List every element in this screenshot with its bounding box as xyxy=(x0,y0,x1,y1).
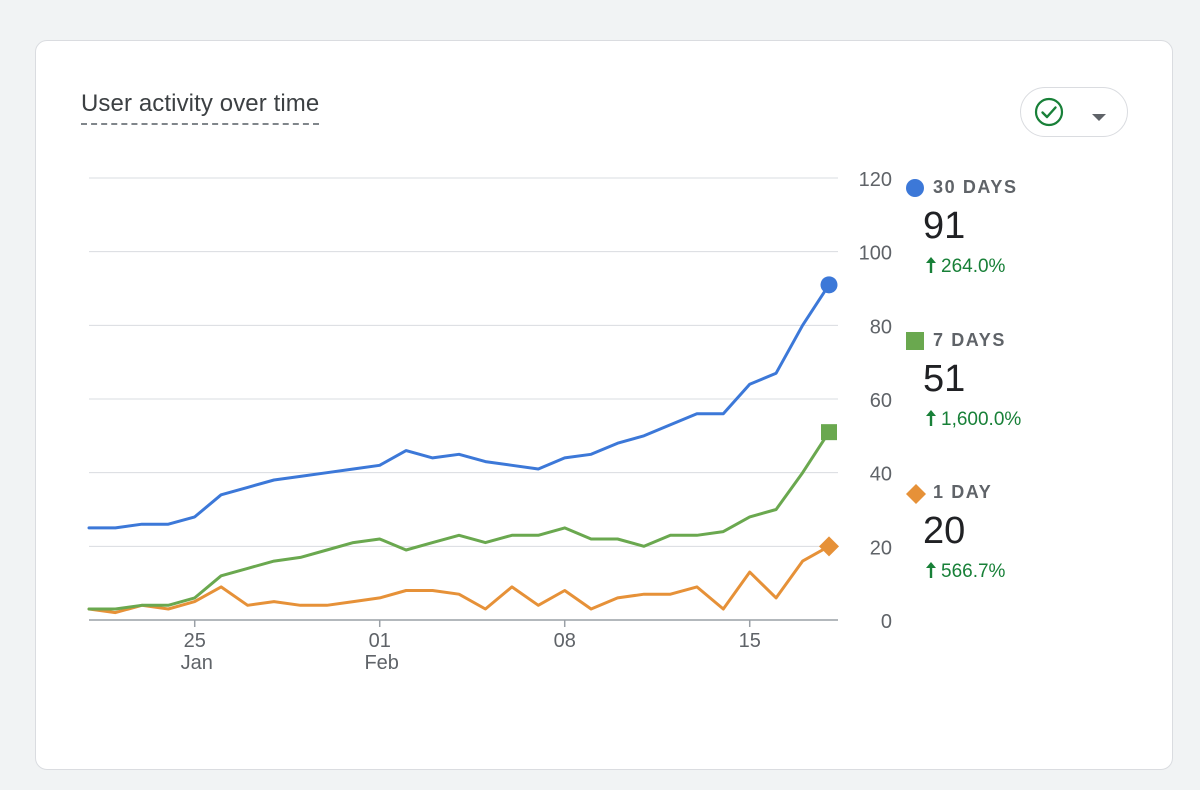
legend-change: 1,600.0% xyxy=(925,409,1021,431)
legend-item-1d: 1 DAY 20 566.7% xyxy=(905,481,1125,582)
legend-label: 1 DAY xyxy=(933,482,993,502)
legend-item-7d: 7 DAYS 51 1,600.0% xyxy=(905,329,1125,430)
card-title[interactable]: User activity over time xyxy=(81,89,320,125)
legend-value: 20 xyxy=(923,510,966,552)
legend-value: 91 xyxy=(923,205,966,247)
legend-value: 51 xyxy=(923,358,966,400)
x-tick-month-label: Feb xyxy=(364,652,398,674)
legend-change: 264.0% xyxy=(925,256,1005,278)
series-end-marker-7-days xyxy=(821,424,837,441)
series-line-7-days xyxy=(87,430,831,611)
legend-change-value: 566.7% xyxy=(941,561,1006,582)
legend-change-value: 264.0% xyxy=(941,256,1006,277)
legend-circle-marker-icon xyxy=(905,178,925,203)
legend-change: 566.7% xyxy=(925,561,1005,583)
arrow-up-icon xyxy=(925,409,937,431)
legend-label: 30 DAYS xyxy=(933,177,1018,197)
arrow-up-icon xyxy=(925,256,937,278)
series-end-marker-30-days xyxy=(820,276,838,294)
legend-item-30d: 30 DAYS 91 264.0% xyxy=(905,176,1125,277)
y-tick-label: 80 xyxy=(870,316,892,338)
y-tick-label: 0 xyxy=(881,611,892,633)
y-tick-label: 40 xyxy=(870,464,892,486)
y-tick-label: 20 xyxy=(870,537,892,559)
caret-down-icon xyxy=(1091,109,1107,127)
legend-change-value: 1,600.0% xyxy=(941,409,1022,430)
y-tick-label: 100 xyxy=(859,243,892,265)
x-tick-label: 01 xyxy=(369,630,391,652)
series-end-marker-1-day xyxy=(819,536,839,557)
x-tick-label: 25 xyxy=(184,630,206,652)
y-tick-label: 120 xyxy=(859,169,892,191)
legend-diamond-marker-icon xyxy=(905,483,927,510)
check-circle-icon xyxy=(1034,97,1064,132)
legend-label: 7 DAYS xyxy=(933,330,1006,350)
x-tick-label: 15 xyxy=(739,630,761,652)
user-activity-card: User activity over time xyxy=(35,40,1173,770)
x-tick-month-label: Jan xyxy=(181,652,213,674)
x-tick-label: 08 xyxy=(554,630,576,652)
legend-square-marker-icon xyxy=(905,331,925,356)
series-line-30-days xyxy=(87,283,831,530)
series-line-1-day xyxy=(87,544,831,615)
y-tick-label: 60 xyxy=(870,390,892,412)
compare-dropdown-button[interactable] xyxy=(1020,87,1128,137)
arrow-up-icon xyxy=(925,561,937,583)
